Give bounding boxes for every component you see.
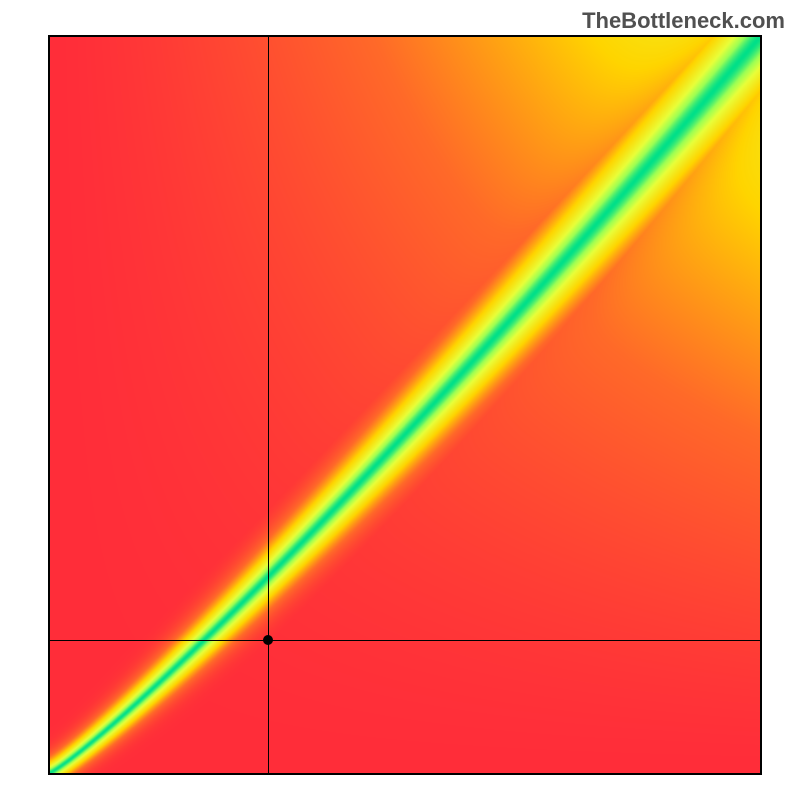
chart-frame bbox=[48, 35, 762, 775]
crosshair-vertical bbox=[268, 37, 269, 773]
chart-container: TheBottleneck.com bbox=[0, 0, 800, 800]
watermark-text: TheBottleneck.com bbox=[582, 8, 785, 34]
crosshair-horizontal bbox=[50, 640, 760, 641]
heatmap-canvas bbox=[50, 37, 760, 773]
crosshair-marker bbox=[263, 635, 273, 645]
